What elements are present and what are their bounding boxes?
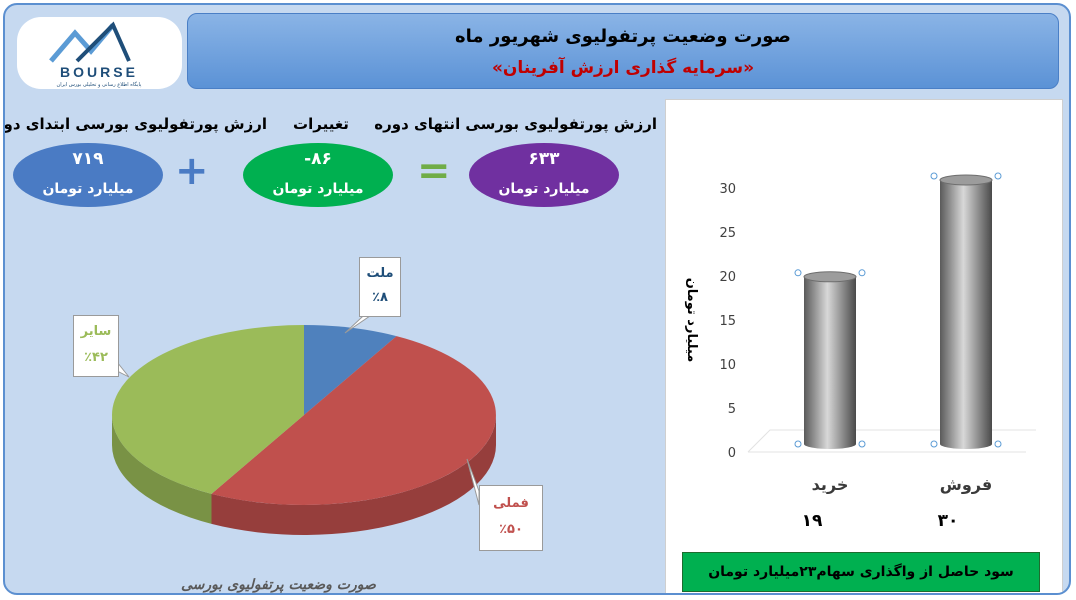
y-tick-label: 5 xyxy=(728,402,736,417)
callout-fameli-label: فملی xyxy=(493,496,529,511)
bourse-logo: BOURSE پایگاه اطلاع رسانی و تحلیلی بورس … xyxy=(17,17,182,89)
y-tick-label: 25 xyxy=(719,226,736,241)
callout-sayer-value: ٪۴۲ xyxy=(84,350,108,365)
category-label: فروش xyxy=(940,475,992,494)
change-value: -۸۶ xyxy=(304,149,332,169)
selection-handle xyxy=(994,172,1002,180)
bar-chart-panel: 0 5 10 15 20 25 30 میلیارد تومان خرید ۱۹ فروش ۳۰ سو… xyxy=(665,99,1063,593)
start-value-oval: ۷۱۹ میلیارد تومان xyxy=(13,143,163,207)
selection-handle xyxy=(930,172,938,180)
y-tick-label: 0 xyxy=(728,446,736,461)
pie-slice xyxy=(211,336,496,505)
equals-sign: = xyxy=(417,148,451,194)
pie-caption: صورت وضعیت پرتفولیوی بورسی xyxy=(181,577,376,593)
end-value-unit: میلیارد تومان xyxy=(498,181,590,197)
bar-cap xyxy=(939,174,993,186)
chart-floor xyxy=(747,429,1036,453)
y-axis-label: میلیارد تومان xyxy=(684,278,699,363)
callout-fameli: فملی ٪۵۰ xyxy=(479,485,543,551)
start-value-unit: میلیارد تومان xyxy=(42,181,134,197)
change-oval: -۸۶ میلیارد تومان xyxy=(243,143,393,207)
y-tick-label: 20 xyxy=(719,270,736,285)
value-label: ۱۹ xyxy=(802,511,823,531)
change-value-unit: میلیارد تومان xyxy=(272,181,364,197)
y-tick-label: 10 xyxy=(719,358,736,373)
value-label: ۳۰ xyxy=(938,511,959,531)
callout-sayer: سایر ٪۴۲ xyxy=(73,315,119,377)
callout-mellat: ملت ٪۸ xyxy=(359,257,401,317)
start-value-label: ارزش پورتفولیوی بورسی ابتدای دوره xyxy=(3,115,267,133)
callout-mellat-label: ملت xyxy=(366,266,394,281)
selection-handle xyxy=(858,269,866,277)
bar-cap xyxy=(803,271,857,283)
plus-sign: + xyxy=(175,148,209,194)
callout-fameli-value: ٪۵۰ xyxy=(499,522,523,537)
start-value: ۷۱۹ xyxy=(72,149,104,169)
selection-handle xyxy=(930,440,938,448)
logo-arrow-mark xyxy=(75,21,131,63)
pie-side-wall xyxy=(211,415,496,536)
change-label: تغییرات xyxy=(293,115,349,133)
logo-wordmark: BOURSE xyxy=(60,64,138,80)
end-value-oval: ۶۳۳ میلیارد تومان xyxy=(469,143,619,207)
logo-graphic: BOURSE پایگاه اطلاع رسانی و تحلیلی بورس … xyxy=(49,21,142,88)
logo-tagline: پایگاه اطلاع رسانی و تحلیلی بورس ایران xyxy=(57,81,142,88)
bar-chart: 0 5 10 15 20 25 30 میلیارد تومان خرید ۱۹ فروش ۳۰ xyxy=(684,172,1036,531)
y-tick-label: 15 xyxy=(719,314,736,329)
profit-note: سود حاصل از واگذاری سهام۲۳میلیارد تومان xyxy=(682,552,1040,592)
selection-handle xyxy=(794,440,802,448)
title-banner: صورت وضعیت پرتفولیوی شهریور ماه «سرمایه … xyxy=(187,13,1059,89)
dashboard-frame: BOURSE پایگاه اطلاع رسانی و تحلیلی بورس … xyxy=(3,3,1071,595)
pie-slice xyxy=(111,325,305,494)
pie-chart xyxy=(111,302,496,536)
pie-slice xyxy=(304,325,397,415)
bar-cylinder xyxy=(804,276,856,449)
callout-mellat-value: ٪۸ xyxy=(372,290,388,305)
bar-cylinder xyxy=(940,180,992,449)
selection-handle xyxy=(794,269,802,277)
selection-handle xyxy=(994,440,1002,448)
end-value: ۶۳۳ xyxy=(528,149,560,169)
callout-sayer-label: سایر xyxy=(80,324,112,339)
y-tick-label: 30 xyxy=(719,182,736,197)
page-title: صورت وضعیت پرتفولیوی شهریور ماه xyxy=(455,26,791,47)
end-value-label: ارزش پورتفولیوی بورسی انتهای دوره xyxy=(374,115,657,133)
pie-side-wall xyxy=(111,415,212,524)
category-label: خرید xyxy=(812,475,849,494)
selection-handle xyxy=(858,440,866,448)
page-subtitle: «سرمایه گذاری ارزش آفرینان» xyxy=(491,58,755,78)
